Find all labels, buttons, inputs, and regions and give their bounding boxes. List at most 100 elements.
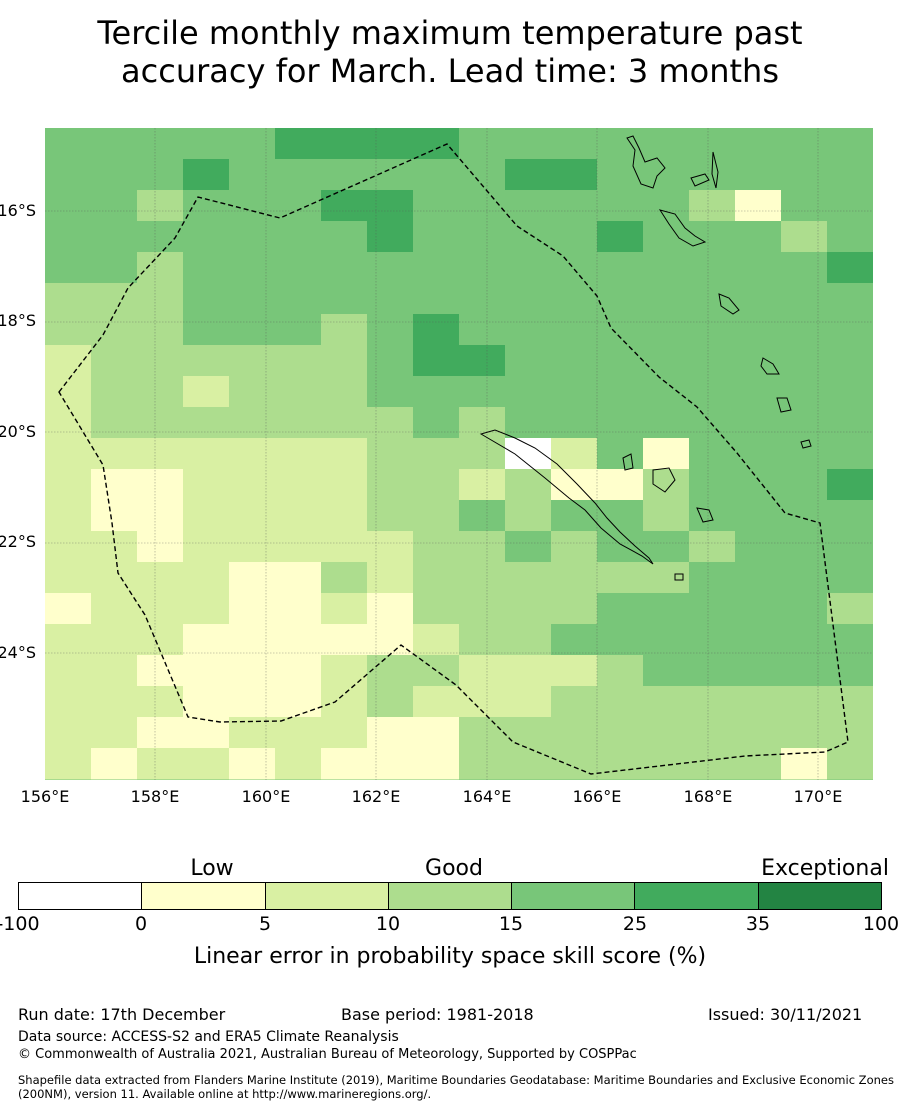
grid-cell [643,593,690,625]
island-mare-icon [696,507,714,523]
grid-cell [229,438,276,470]
colorbar-tick: 10 [375,913,401,935]
grid-cell [735,531,782,563]
grid-cell [229,562,276,594]
grid-cell [137,128,184,160]
grid-cell [137,190,184,222]
grid-cell [229,531,276,563]
category-low: Low [190,856,234,881]
grid-cell [367,469,414,501]
grid-cell [91,252,138,284]
grid-cell [597,717,644,749]
grid-cell [275,252,322,284]
grid-cell [827,376,873,408]
grid-cell [275,686,322,718]
grid-cell [551,562,598,594]
lon-label-164e: 164°E [462,787,512,806]
grid-cell [321,717,368,749]
grid-cell [321,655,368,687]
grid-cell [551,593,598,625]
grid-cell [689,345,736,377]
grid-cell [505,221,552,253]
grid-cell [551,655,598,687]
grid-cell [505,314,552,346]
grid-cell [781,159,828,191]
grid-cell [643,252,690,284]
grid-cell [735,593,782,625]
grid-cell [229,221,276,253]
grid-cell [321,500,368,532]
grid-cell [735,438,782,470]
colorbar-tick: 5 [258,913,272,935]
grid-cell [643,748,690,780]
grid-cell [367,376,414,408]
grid-cell [643,624,690,656]
grid-cell [781,221,828,253]
grid-cell [137,748,184,780]
grid-cell [275,469,322,501]
grid-cell [459,314,506,346]
base-period: Base period: 1981-2018 [341,1005,534,1024]
grid-cell [413,717,460,749]
grid-cell [91,128,138,160]
grid-cell [91,655,138,687]
grid-cell [689,283,736,315]
island-efate-icon [718,293,740,315]
island-erromango-icon [760,357,780,375]
island-espiritu-santo-icon [626,135,666,189]
grid-cell [321,314,368,346]
grid-cell [551,314,598,346]
grid-cell [597,345,644,377]
grid-cell [413,190,460,222]
grid-cell [505,283,552,315]
grid-cell [137,252,184,284]
grid-cell [781,531,828,563]
grid-cell [597,686,644,718]
grid-cell [827,407,873,439]
grid-cell [735,624,782,656]
grid-cell [183,128,230,160]
grid-cell [827,128,873,160]
grid-cell [689,562,736,594]
grid-cell [45,376,92,408]
grid-cell [413,438,460,470]
grid-cell [597,283,644,315]
grid-cell [827,624,873,656]
grid-cell [597,376,644,408]
grid-cell [367,686,414,718]
grid-cell [505,407,552,439]
grid-cell [459,717,506,749]
grid-cell [551,748,598,780]
grid-cell [689,407,736,439]
grid-cell [275,500,322,532]
grid-cell [459,500,506,532]
grid-cell [367,748,414,780]
grid-cell [275,717,322,749]
grid-cell [413,624,460,656]
grid-cell [45,593,92,625]
grid-cell [45,469,92,501]
grid-cell [367,128,414,160]
grid-cell [183,655,230,687]
grid-cell [551,717,598,749]
grid-cell [413,221,460,253]
grid-cell [183,283,230,315]
grid-cell [183,190,230,222]
grid-cell [643,686,690,718]
island-ambae-icon [690,173,710,187]
grid-cell [183,252,230,284]
grid-cell [137,314,184,346]
grid-cell [781,314,828,346]
grid-cell [505,345,552,377]
grid-cell [321,531,368,563]
grid-cell [827,593,873,625]
grid-cell [689,748,736,780]
grid-cell [91,221,138,253]
grid-cell [551,128,598,160]
grid-cell [275,655,322,687]
grid-cell [183,562,230,594]
grid-cell [91,748,138,780]
grid-cell [229,655,276,687]
grid-cell [643,159,690,191]
grid-cell [459,748,506,780]
